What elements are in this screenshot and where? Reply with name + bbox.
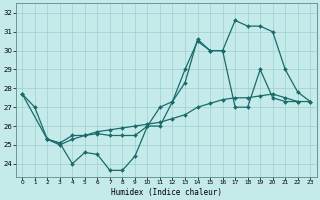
X-axis label: Humidex (Indice chaleur): Humidex (Indice chaleur)	[111, 188, 222, 197]
